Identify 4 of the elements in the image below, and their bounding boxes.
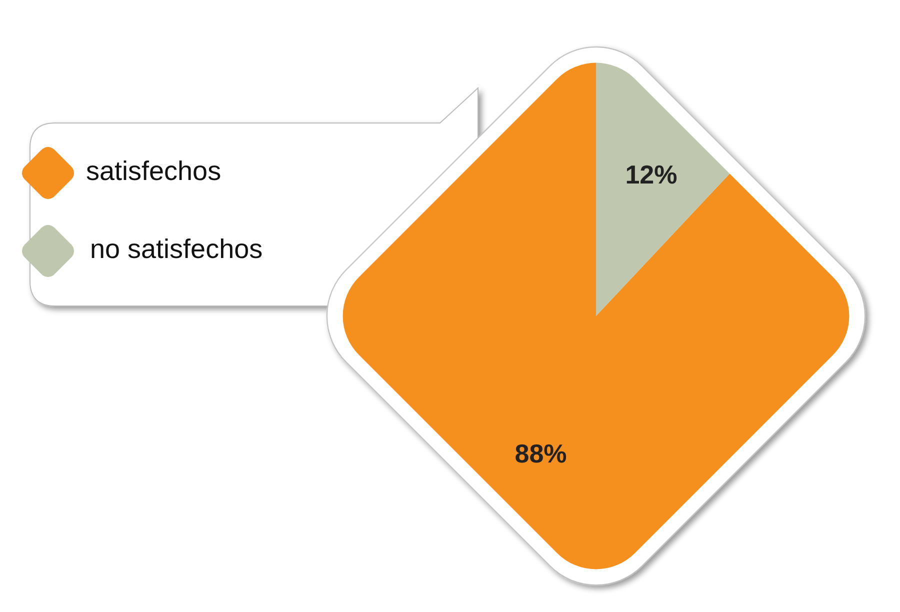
legend-label: no satisfechos [90,234,263,264]
data-label: 12% [625,159,678,190]
legend-label: satisfechos [86,156,222,186]
data-label: 88% [514,438,567,468]
